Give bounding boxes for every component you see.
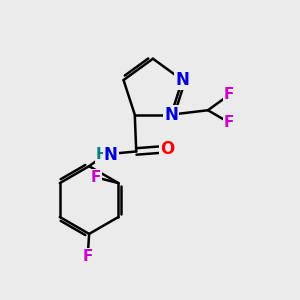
Text: F: F xyxy=(224,87,234,102)
Text: O: O xyxy=(160,140,174,158)
Text: F: F xyxy=(224,115,234,130)
Text: H: H xyxy=(95,147,108,162)
Text: N: N xyxy=(104,146,118,164)
Text: F: F xyxy=(90,170,101,185)
Text: F: F xyxy=(82,249,93,264)
Text: N: N xyxy=(176,71,189,89)
Text: N: N xyxy=(164,106,178,124)
